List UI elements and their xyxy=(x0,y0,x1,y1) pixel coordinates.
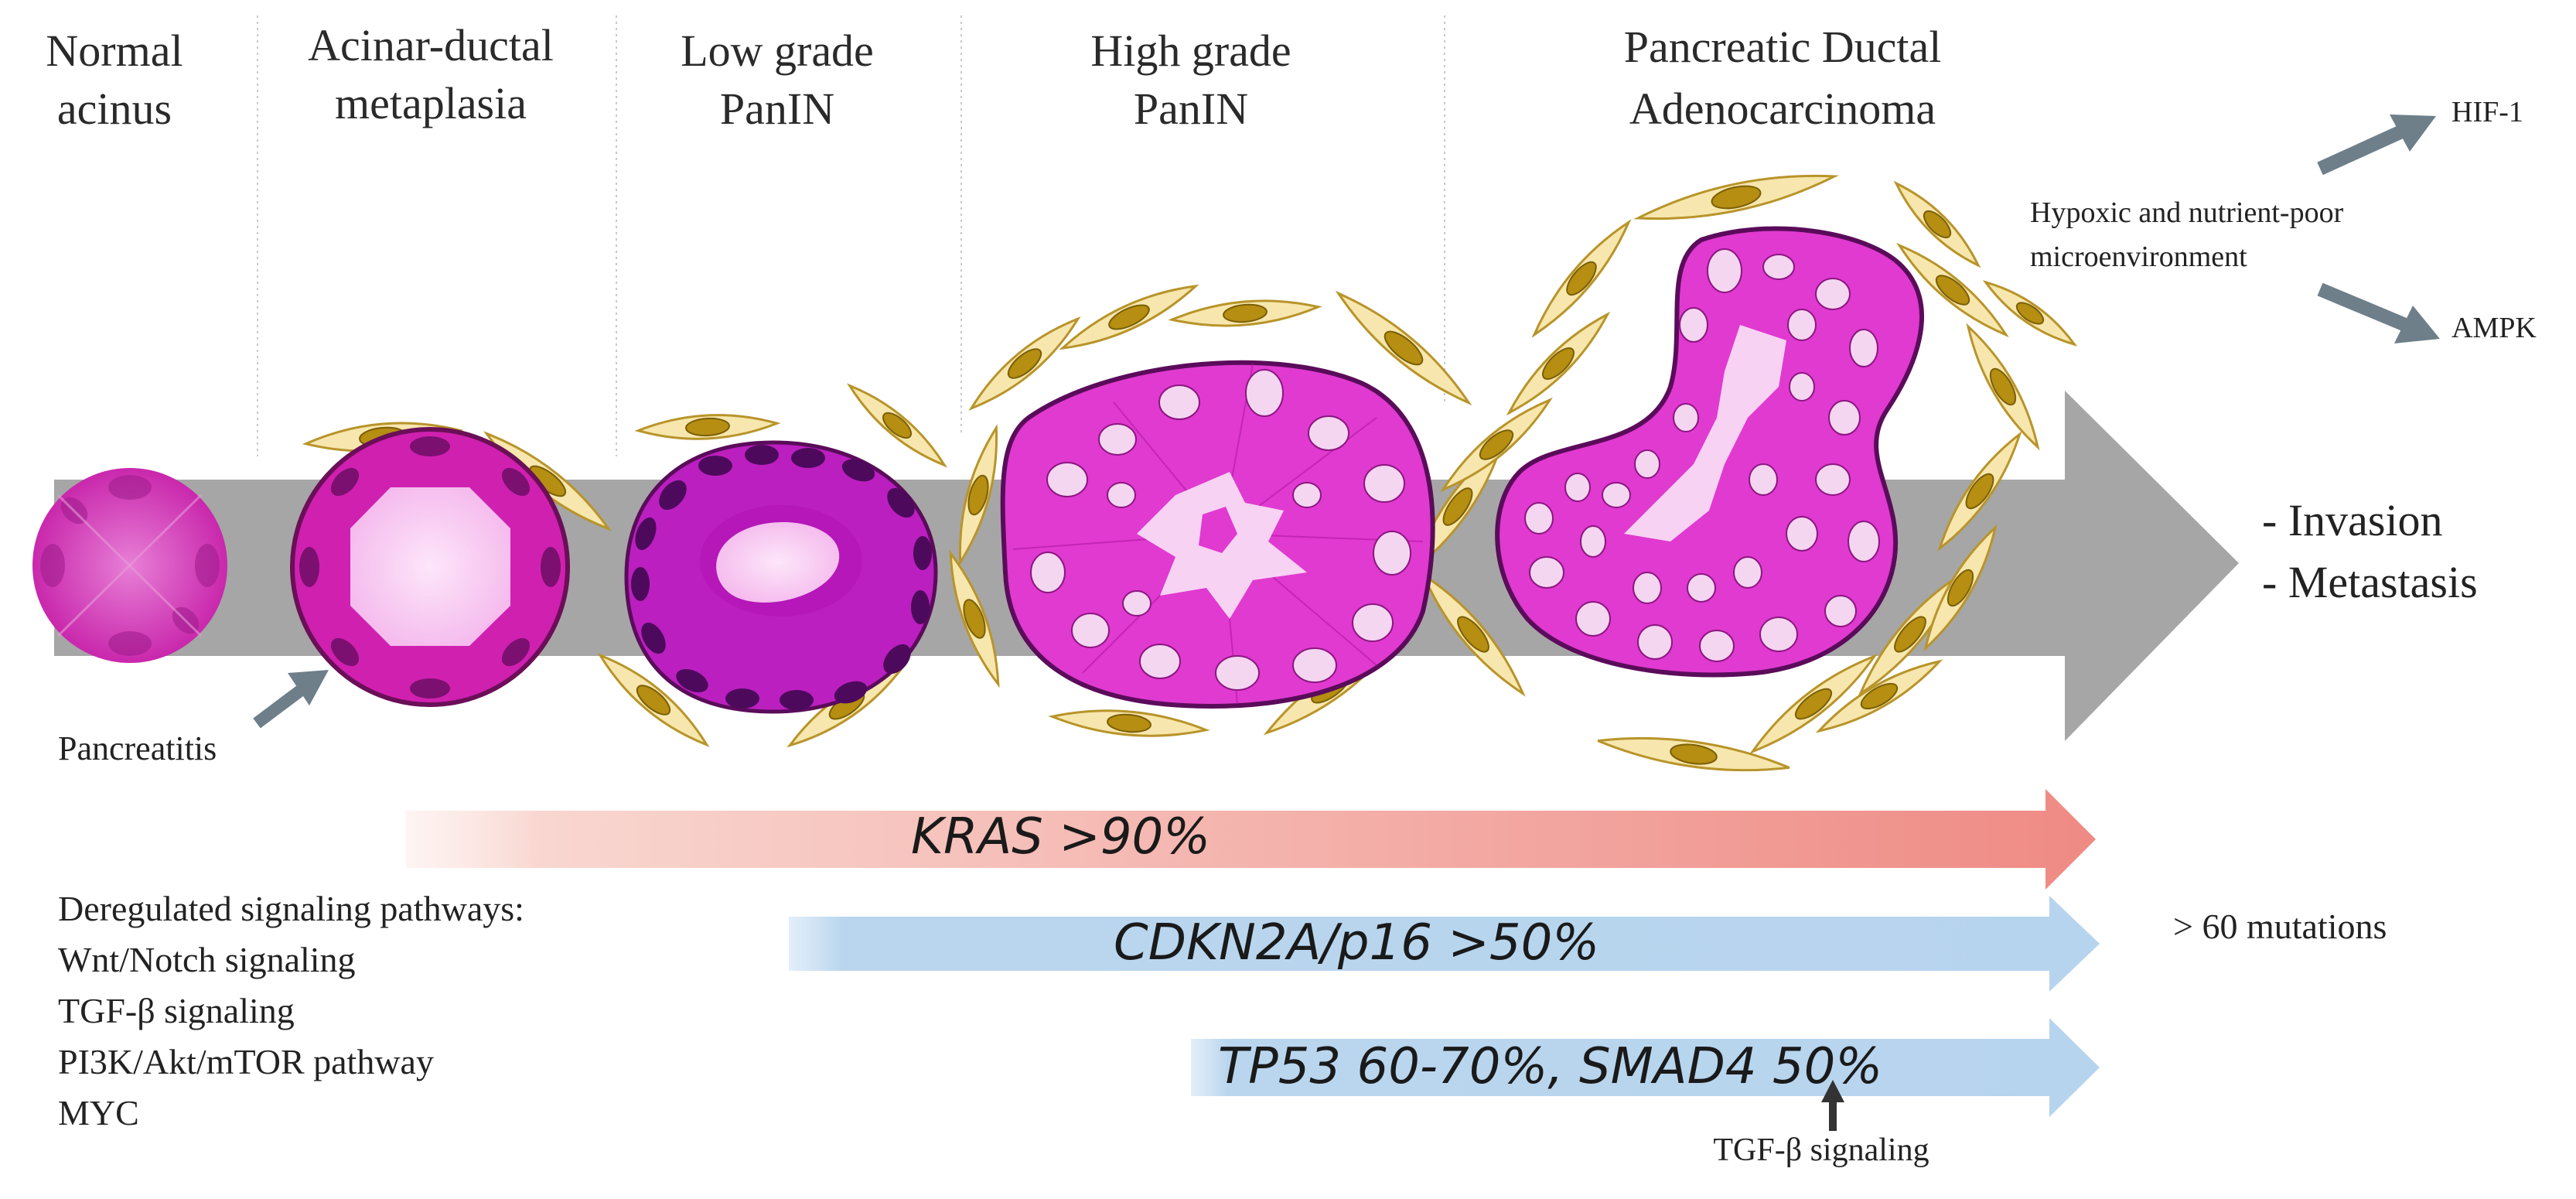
fibroblast xyxy=(634,414,781,440)
stage-title-line1: Acinar-ductal xyxy=(308,20,554,70)
hif1-label: HIF-1 xyxy=(2451,96,2523,128)
fibroblast xyxy=(1440,397,1553,493)
adm-duct xyxy=(290,427,570,707)
microenv-line2: microenvironment xyxy=(2030,241,2247,273)
pdac-tumor xyxy=(1495,226,1924,678)
stage-title-line1: Low grade xyxy=(681,26,874,76)
fibroblast xyxy=(1335,290,1472,406)
stage-title-line1: Pancreatic Ductal xyxy=(1624,22,1942,72)
fibroblast xyxy=(1749,654,1878,754)
fibroblast xyxy=(597,653,710,747)
fibroblast xyxy=(949,549,1000,688)
cdkn2a-label: CDKN2A/p16 >50% xyxy=(1114,914,1599,972)
pathways-title: Deregulated signaling pathways: xyxy=(58,889,524,928)
pathway-item: TGF-β signaling xyxy=(58,991,295,1030)
pathway-item: PI3K/Akt/mTOR pathway xyxy=(58,1042,434,1081)
tgf-beta-label: TGF-β signaling xyxy=(1713,1132,1929,1168)
fibroblast xyxy=(1597,736,1790,772)
outcome-metastasis: - Metastasis xyxy=(2262,557,2478,607)
kras-label: KRAS >90% xyxy=(911,808,1210,866)
microenv-arrows xyxy=(2317,114,2440,343)
pathway-item: MYC xyxy=(58,1093,139,1132)
fibroblast xyxy=(1421,572,1526,697)
stage-title-line2: metaplasia xyxy=(335,78,527,128)
stage-title-line1: High grade xyxy=(1090,26,1291,76)
pancreatitis-label: Pancreatitis xyxy=(58,729,217,767)
normal-acinus xyxy=(32,468,227,663)
tp53-smad4-bar: TP53 60-70%, SMAD4 50% xyxy=(1191,1018,2100,1117)
fibroblast xyxy=(1937,431,2022,552)
stage-title-line2: PanIN xyxy=(720,84,834,134)
kras-bar: KRAS >90% xyxy=(406,789,2096,890)
fibroblast xyxy=(958,424,998,566)
low-grade-panin xyxy=(624,440,938,714)
fibroblast xyxy=(1893,180,1981,268)
stage-title-line1: Normal xyxy=(46,26,183,76)
arrow-to-hif1 xyxy=(2317,114,2436,176)
pathway-item: Wnt/Notch signaling xyxy=(58,940,356,979)
pancreatitis-arrow xyxy=(253,670,329,729)
ampk-label: AMPK xyxy=(2451,312,2537,344)
cdkn2a-bar: CDKN2A/p16 >50% xyxy=(789,896,2100,992)
fibroblast xyxy=(846,383,948,468)
mutations-count-label: > 60 mutations xyxy=(2173,907,2387,946)
arrow-to-ampk xyxy=(2317,282,2440,343)
fibroblast xyxy=(1506,311,1611,416)
fibroblast xyxy=(1982,280,2078,347)
fibroblast xyxy=(1168,299,1322,327)
fibroblast xyxy=(1048,709,1210,737)
stage-title-line2: acinus xyxy=(57,84,172,134)
fibroblast xyxy=(1531,219,1632,338)
outcome-invasion: - Invasion xyxy=(2262,495,2443,545)
pathways-list: Deregulated signaling pathways: Wnt/Notc… xyxy=(58,889,524,1132)
fibroblast xyxy=(1896,242,2009,338)
stage-titles: Normal acinus Acinar-ductal metaplasia L… xyxy=(46,20,1941,134)
stage-separators xyxy=(257,15,1445,456)
fibroblast xyxy=(1059,284,1199,350)
tgf-beta-arrow xyxy=(1821,1080,1844,1131)
stage-title-line2: PanIN xyxy=(1134,84,1248,134)
stage-title-line2: Adenocarcinoma xyxy=(1629,84,1936,134)
microenv-line1: Hypoxic and nutrient-poor xyxy=(2030,196,2344,229)
fibroblast xyxy=(968,316,1081,411)
fibroblast xyxy=(1815,659,1943,733)
fibroblast xyxy=(1633,174,1839,220)
fibroblast xyxy=(1966,323,2040,451)
fibroblast xyxy=(1923,524,1998,652)
high-grade-panin xyxy=(1000,360,1435,709)
stromal-fibroblasts xyxy=(302,174,2078,772)
tp53-smad4-label: TP53 60-70%, SMAD4 50% xyxy=(1218,1038,1882,1095)
